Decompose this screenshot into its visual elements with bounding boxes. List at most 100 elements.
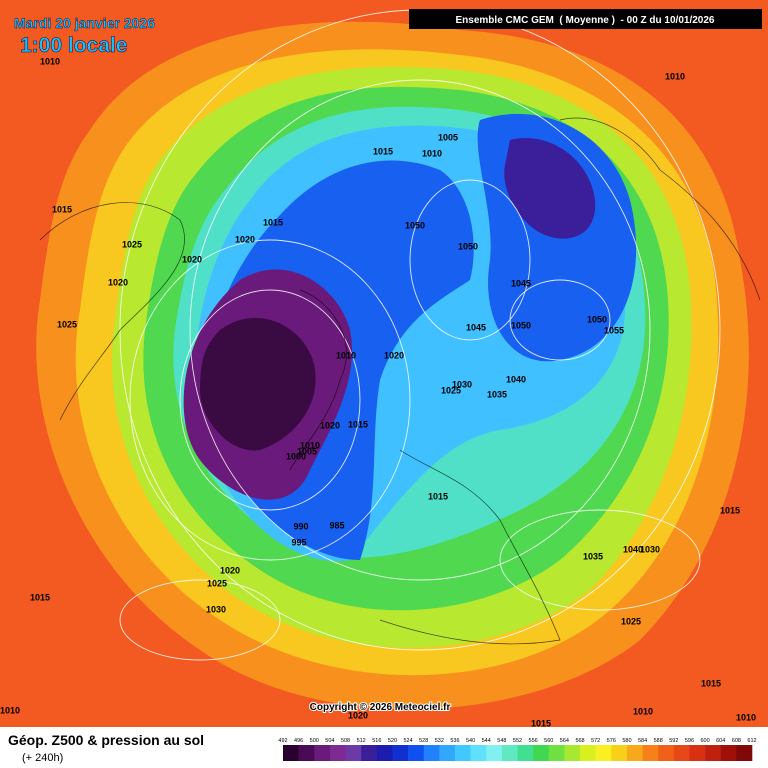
isobar-label: 1010: [633, 706, 653, 716]
colorbar-cell: [736, 745, 753, 761]
isobar-label: 1015: [373, 146, 393, 156]
colorbar-label: 512: [357, 738, 366, 744]
colorbar-cell: [642, 745, 659, 761]
isobar-label: 1010: [0, 705, 20, 715]
isobar-label: 1030: [452, 379, 472, 389]
isobar-label: 1015: [720, 505, 740, 515]
isobar-label: 1010: [736, 712, 756, 722]
isobar-label: 1050: [458, 241, 478, 251]
colorbar-label: 508: [341, 738, 350, 744]
isolines: [119, 9, 721, 661]
isobar-label: 995: [291, 537, 306, 547]
colorbar-cell: [595, 745, 612, 761]
isobar-label: 1015: [263, 217, 283, 227]
model-info: Ensemble CMC GEM ( Moyenne ) - 00 Z du 1…: [456, 15, 715, 26]
colorbar-label: 528: [419, 738, 428, 744]
colorbar-cell: [408, 745, 424, 761]
colorbar-cell: [580, 745, 596, 761]
isobar-label: 1005: [297, 446, 317, 456]
colorbar-label: 588: [654, 738, 663, 744]
colorbar-cell: [392, 745, 409, 761]
colorbar-cell: [486, 745, 503, 761]
colorbar-label: 552: [513, 738, 522, 744]
colorbar-cell: [361, 745, 378, 761]
isobar-label: 1055: [604, 325, 624, 335]
colorbar-label: 576: [607, 738, 616, 744]
isobar-label: 1025: [207, 578, 227, 588]
isobar-label: 1020: [384, 350, 404, 360]
isobar-label: 1050: [405, 220, 425, 230]
isobar-label: 1050: [587, 314, 607, 324]
isobar-label: 1015: [531, 718, 551, 728]
isobar-label: 1000: [286, 451, 306, 461]
field: [0, 0, 768, 727]
colorbar-cell: [376, 745, 393, 761]
isobar-label: 1025: [122, 239, 142, 249]
colorbar-label: 608: [732, 738, 741, 744]
isobar-label: 1010: [40, 56, 60, 66]
colorbar-label: 560: [544, 738, 553, 744]
coastlines: [39, 117, 761, 645]
colorbar-cell: [454, 745, 471, 761]
colorbar-cell: [720, 745, 737, 761]
colorbar-label: 556: [529, 738, 538, 744]
isobar-label: 1010: [336, 350, 356, 360]
colorbar-label: 592: [669, 738, 678, 744]
isobar-label: 1030: [640, 544, 660, 554]
colorbar-cell: [533, 745, 550, 761]
colorbar-label: 504: [325, 738, 334, 744]
isobar-label: 1030: [206, 604, 226, 614]
colorbar-cell: [517, 745, 534, 761]
colorbar-label: 600: [701, 738, 710, 744]
colorbar-cell: [298, 745, 315, 761]
colorbar-label: 548: [497, 738, 506, 744]
colorbar-cell: [345, 745, 362, 761]
isobar-label: 1040: [506, 374, 526, 384]
colorbar-label: 532: [435, 738, 444, 744]
isobar-label: 1015: [52, 204, 72, 214]
colorbar-label: 564: [560, 738, 569, 744]
colorbar-label: 496: [294, 738, 303, 744]
colorbar-cell: [501, 745, 518, 761]
isobar-label: 1020: [348, 710, 368, 720]
isobar-label: 1020: [320, 420, 340, 430]
isobar-label: 1020: [108, 277, 128, 287]
colorbar-cell: [564, 745, 581, 761]
colorbar-label: 516: [372, 738, 381, 744]
isobar-label: 1040: [623, 544, 643, 554]
colorbar-label: 604: [716, 738, 725, 744]
colorbar-cell: [283, 745, 299, 761]
colorbar-label: 584: [638, 738, 647, 744]
isobar-label: 1010: [300, 440, 320, 450]
isobar-label: 1020: [220, 565, 240, 575]
isobar-label: 1015: [30, 592, 50, 602]
lead-time: (+ 240h): [22, 752, 63, 764]
isobar-label: 1025: [57, 319, 77, 329]
isobar-label: 1035: [583, 551, 603, 561]
isobar-label: 1025: [621, 616, 641, 626]
colorbar-cell: [329, 745, 346, 761]
colorbar-cell: [439, 745, 456, 761]
colorbar-label: 568: [575, 738, 584, 744]
isobar-label: 1010: [422, 148, 442, 158]
colorbar-label: 580: [622, 738, 631, 744]
footer-title: Géop. Z500 & pression au sol: [8, 732, 204, 748]
colorbar-label: 492: [278, 738, 287, 744]
isobar-label: 1045: [466, 322, 486, 332]
isobar-label: 990: [293, 521, 308, 531]
colorbar-label: 572: [591, 738, 600, 744]
colorbar-label: 524: [403, 738, 412, 744]
colorbar-cell: [626, 745, 643, 761]
isobar-label: 1010: [665, 71, 685, 81]
colorbar-cell: [470, 745, 487, 761]
model-box: [409, 9, 762, 29]
copyright: Copyright © 2026 Meteociel.fr: [310, 702, 451, 713]
colorbar-label: 544: [482, 738, 491, 744]
colorbar-label: 536: [450, 738, 459, 744]
isobar-label: 1015: [348, 419, 368, 429]
isobar-label: 1050: [511, 320, 531, 330]
colorbar-cell: [658, 745, 675, 761]
isobar-label: 1020: [235, 234, 255, 244]
isobar-label: 1005: [438, 132, 458, 142]
